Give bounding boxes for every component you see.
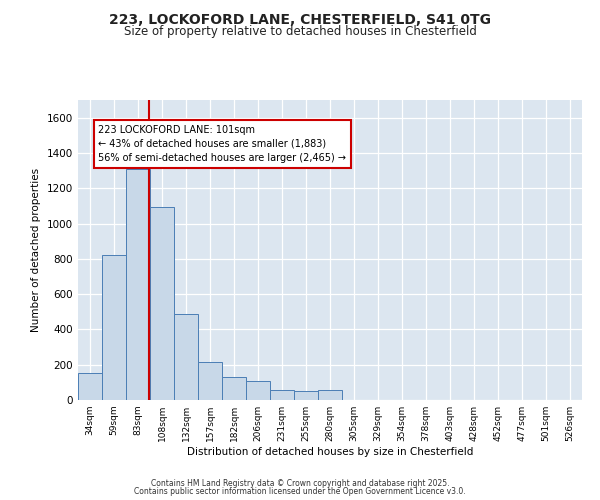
Bar: [318, 390, 342, 400]
Bar: [246, 382, 270, 400]
Bar: [78, 372, 102, 400]
Bar: [150, 207, 174, 400]
Bar: [198, 362, 222, 400]
Bar: [270, 390, 294, 400]
Bar: [174, 314, 198, 400]
Text: Size of property relative to detached houses in Chesterfield: Size of property relative to detached ho…: [124, 25, 476, 38]
Bar: [126, 169, 150, 400]
Text: 223, LOCKOFORD LANE, CHESTERFIELD, S41 0TG: 223, LOCKOFORD LANE, CHESTERFIELD, S41 0…: [109, 12, 491, 26]
Text: Contains HM Land Registry data © Crown copyright and database right 2025.: Contains HM Land Registry data © Crown c…: [151, 478, 449, 488]
Bar: [294, 391, 318, 400]
Y-axis label: Number of detached properties: Number of detached properties: [31, 168, 41, 332]
Bar: [102, 256, 126, 400]
X-axis label: Distribution of detached houses by size in Chesterfield: Distribution of detached houses by size …: [187, 447, 473, 457]
Bar: [222, 377, 246, 400]
Text: 223 LOCKOFORD LANE: 101sqm
← 43% of detached houses are smaller (1,883)
56% of s: 223 LOCKOFORD LANE: 101sqm ← 43% of deta…: [98, 124, 346, 162]
Text: Contains public sector information licensed under the Open Government Licence v3: Contains public sector information licen…: [134, 487, 466, 496]
